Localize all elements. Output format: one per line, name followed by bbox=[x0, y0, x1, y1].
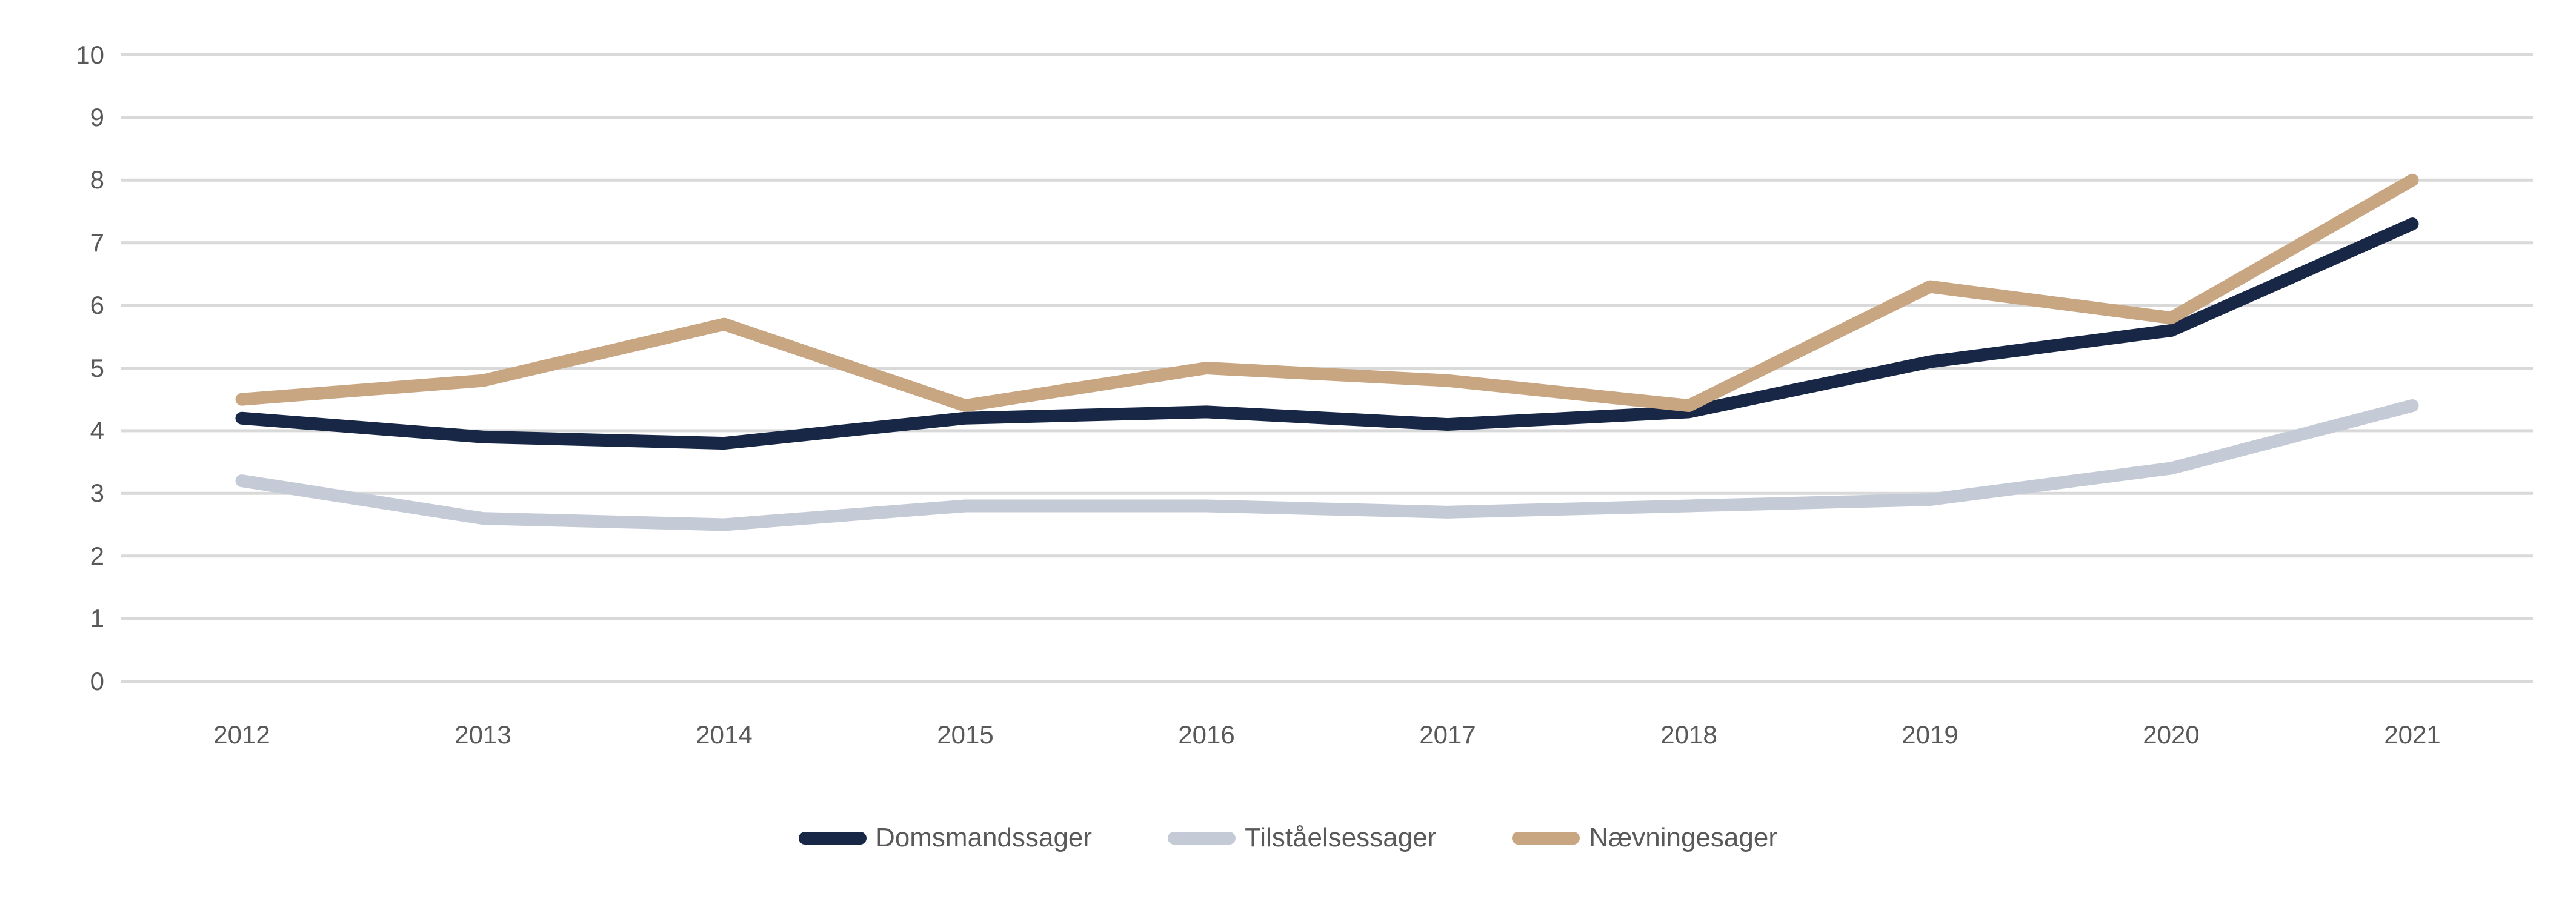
x-tick-label: 2012 bbox=[213, 720, 270, 749]
series-line-tilståelsessager bbox=[235, 399, 2419, 531]
x-tick-label: 2016 bbox=[1178, 720, 1235, 749]
x-tick-label: 2018 bbox=[1660, 720, 1717, 749]
y-tick-label: 4 bbox=[90, 416, 104, 445]
legend-label: Nævningesager bbox=[1589, 823, 1777, 852]
x-tick-label: 2020 bbox=[2143, 720, 2200, 749]
legend-line-swatch bbox=[1168, 831, 1236, 845]
y-tick-label: 3 bbox=[90, 479, 104, 508]
y-tick-label: 7 bbox=[90, 228, 104, 257]
x-tick-label: 2013 bbox=[454, 720, 511, 749]
legend-item-domsmandssager: Domsmandssager bbox=[799, 821, 1092, 855]
x-tick-label: 2017 bbox=[1419, 720, 1476, 749]
legend-line-swatch bbox=[799, 831, 867, 845]
y-tick-label: 8 bbox=[90, 165, 104, 194]
series-line-nævningesager bbox=[235, 173, 2419, 413]
chart-legend: Domsmandssager Tilståelsessager Nævninge… bbox=[0, 821, 2576, 855]
y-tick-label: 9 bbox=[90, 102, 104, 131]
legend-label: Domsmandssager bbox=[876, 823, 1093, 852]
legend-label: Tilståelsessager bbox=[1245, 823, 1437, 852]
y-tick-label: 5 bbox=[90, 353, 104, 382]
y-tick-label: 6 bbox=[90, 291, 104, 320]
y-tick-label: 1 bbox=[90, 604, 104, 633]
x-tick-label: 2014 bbox=[696, 720, 753, 749]
y-tick-label: 2 bbox=[90, 541, 104, 570]
x-tick-label: 2019 bbox=[1902, 720, 1959, 749]
legend-item-tilstaelsessager: Tilståelsessager bbox=[1168, 821, 1436, 855]
y-tick-label: 0 bbox=[90, 666, 104, 696]
legend-item-naevningesager: Nævningesager bbox=[1512, 821, 1777, 855]
x-tick-label: 2021 bbox=[2384, 720, 2441, 749]
x-tick-label: 2015 bbox=[937, 720, 994, 749]
series-line-domsmandssager bbox=[235, 217, 2419, 450]
legend-line-swatch bbox=[1512, 831, 1580, 845]
y-tick-label: 10 bbox=[76, 40, 104, 69]
